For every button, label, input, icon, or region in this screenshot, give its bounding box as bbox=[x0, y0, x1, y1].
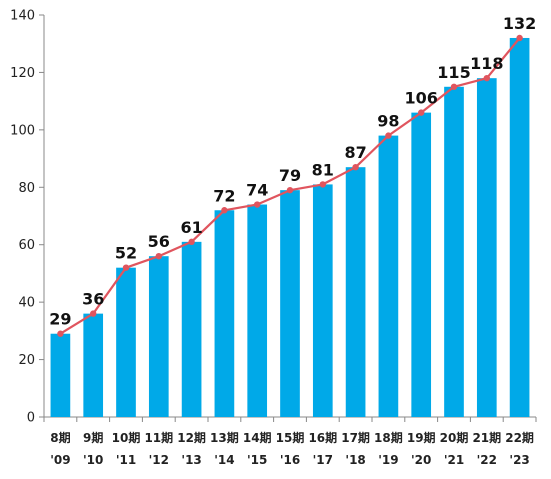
trend-line-point bbox=[516, 34, 523, 42]
data-label: 61 bbox=[180, 218, 202, 237]
bar bbox=[50, 333, 71, 417]
x-year-label: '19 bbox=[378, 453, 398, 467]
data-label: 56 bbox=[148, 232, 170, 251]
x-category-label: 19期 bbox=[407, 430, 436, 445]
bar bbox=[345, 167, 366, 417]
y-axis-ticks: 0 20 40 60 80 100 120 140 bbox=[10, 9, 44, 426]
x-category-label: 16期 bbox=[308, 430, 337, 445]
y-tick-label: 80 bbox=[18, 181, 35, 196]
bars bbox=[50, 37, 530, 418]
x-year-label: '20 bbox=[411, 453, 431, 467]
trend-line-point bbox=[155, 253, 162, 260]
bar bbox=[247, 204, 268, 417]
trend-line-point bbox=[90, 310, 97, 317]
bar bbox=[312, 184, 333, 417]
x-category-label: 20期 bbox=[440, 430, 469, 445]
trend-line-point bbox=[122, 264, 130, 271]
x-category-label: 17期 bbox=[341, 430, 370, 445]
x-category-label: 18期 bbox=[374, 430, 403, 445]
data-label: 106 bbox=[404, 89, 437, 108]
data-label: 74 bbox=[246, 181, 268, 200]
x-category-label: 11期 bbox=[144, 430, 173, 445]
trend-line-point bbox=[221, 207, 228, 214]
x-year-label: '11 bbox=[116, 453, 136, 467]
bar bbox=[509, 37, 530, 417]
trend-line-point bbox=[188, 238, 195, 246]
x-year-label: '14 bbox=[214, 453, 234, 467]
x-category-label: 13期 bbox=[210, 430, 239, 445]
trend-line-point bbox=[57, 330, 64, 337]
x-year-label: '23 bbox=[509, 453, 529, 467]
x-year-label: '21 bbox=[444, 453, 464, 467]
x-year-label: '09 bbox=[50, 453, 70, 467]
x-year-label: '16 bbox=[280, 453, 300, 467]
bar bbox=[148, 256, 169, 417]
bar bbox=[444, 86, 464, 418]
data-label: 81 bbox=[312, 160, 334, 179]
y-tick-label: 20 bbox=[18, 353, 35, 368]
data-label: 115 bbox=[437, 63, 470, 82]
bar bbox=[181, 241, 202, 417]
x-category-label: 22期 bbox=[505, 430, 534, 445]
y-tick-label: 120 bbox=[10, 66, 35, 81]
x-category-label: 21期 bbox=[472, 430, 501, 445]
x-category-label: 12期 bbox=[177, 430, 206, 445]
x-year-label: '17 bbox=[313, 453, 333, 467]
trend-line-point bbox=[385, 132, 392, 139]
x-category-label: 14期 bbox=[243, 430, 272, 445]
bar bbox=[280, 190, 300, 417]
data-label: 132 bbox=[503, 14, 536, 33]
x-category-label: 9期 bbox=[83, 430, 103, 445]
data-label: 118 bbox=[470, 54, 503, 73]
data-label: 98 bbox=[377, 112, 399, 131]
trend-line bbox=[57, 34, 523, 337]
data-label: 87 bbox=[344, 143, 366, 162]
data-label: 72 bbox=[213, 186, 235, 205]
bar bbox=[476, 78, 497, 418]
trend-line-point bbox=[286, 186, 294, 194]
y-tick-label: 60 bbox=[18, 238, 35, 253]
trend-line-point bbox=[450, 83, 458, 90]
data-label: 52 bbox=[115, 244, 137, 263]
data-label: 79 bbox=[279, 166, 301, 185]
trend-line-point bbox=[254, 201, 261, 208]
bar bbox=[378, 135, 399, 417]
data-label: 36 bbox=[82, 290, 104, 309]
y-tick-label: 0 bbox=[27, 411, 35, 426]
x-year-label: '15 bbox=[247, 453, 267, 467]
y-tick-label: 140 bbox=[10, 9, 35, 24]
x-year-label: '18 bbox=[345, 453, 365, 467]
y-tick-label: 40 bbox=[18, 296, 35, 311]
x-year-label: '22 bbox=[477, 453, 497, 467]
x-category-label: 8期 bbox=[50, 430, 70, 445]
x-year-label: '10 bbox=[83, 453, 103, 467]
bar bbox=[116, 267, 136, 417]
x-axis-labels: 8期 '09 9期 '10 10期 '11 11期 '12 12期 '13 13期 '14 14期 '15… bbox=[50, 430, 534, 467]
data-label: 29 bbox=[49, 310, 71, 329]
trend-line-point bbox=[319, 181, 326, 188]
trend-line-point bbox=[418, 109, 425, 116]
trend-line-point bbox=[352, 163, 359, 171]
bar bbox=[214, 210, 235, 417]
x-category-label: 15期 bbox=[276, 430, 305, 445]
trend-line-point bbox=[483, 74, 490, 82]
x-year-label: '12 bbox=[149, 453, 169, 467]
x-category-label: 10期 bbox=[112, 430, 141, 445]
bar bbox=[411, 112, 432, 417]
bar bbox=[83, 313, 104, 417]
y-tick-label: 100 bbox=[10, 123, 35, 138]
x-year-label: '13 bbox=[181, 453, 201, 467]
